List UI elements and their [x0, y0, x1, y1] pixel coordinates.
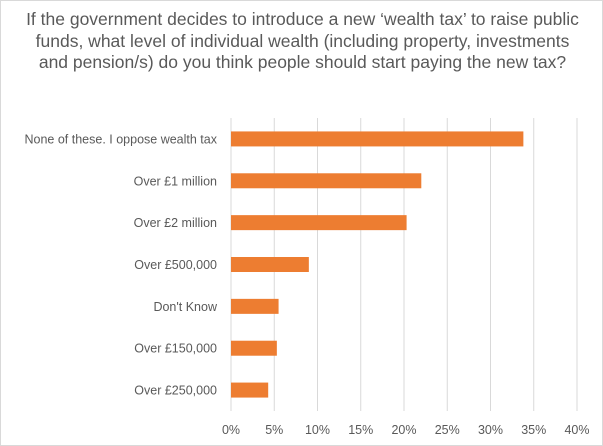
category-label: Over £250,000	[134, 384, 217, 398]
category-label: Over £1 million	[134, 174, 217, 188]
bar	[231, 382, 269, 398]
x-tick-label: 40%	[564, 423, 589, 437]
bar	[231, 131, 524, 147]
bar	[231, 215, 407, 231]
bar	[231, 298, 279, 314]
bar	[231, 340, 277, 356]
bars	[231, 131, 524, 398]
x-tick-label: 15%	[348, 423, 373, 437]
x-tick-label: 0%	[222, 423, 240, 437]
category-label: None of these. I oppose wealth tax	[25, 132, 218, 146]
bar	[231, 173, 422, 189]
category-label: Don't Know	[153, 300, 218, 314]
x-tick-label: 25%	[435, 423, 460, 437]
category-label: Over £500,000	[134, 258, 217, 272]
x-tick-label: 10%	[305, 423, 330, 437]
category-label: Over £2 million	[134, 216, 217, 230]
chart-title: If the government decides to introduce a…	[26, 9, 579, 72]
x-tick-label: 30%	[478, 423, 503, 437]
x-axis-tick-labels: 0% 5% 10% 15% 20% 25% 30% 35% 40%	[222, 423, 590, 437]
bar	[231, 257, 309, 272]
category-labels: None of these. I oppose wealth tax Over £…	[25, 132, 218, 397]
x-tick-label: 5%	[265, 423, 283, 437]
x-tick-label: 35%	[521, 423, 546, 437]
x-tick-label: 20%	[391, 423, 416, 437]
category-label: Over £150,000	[134, 342, 217, 356]
